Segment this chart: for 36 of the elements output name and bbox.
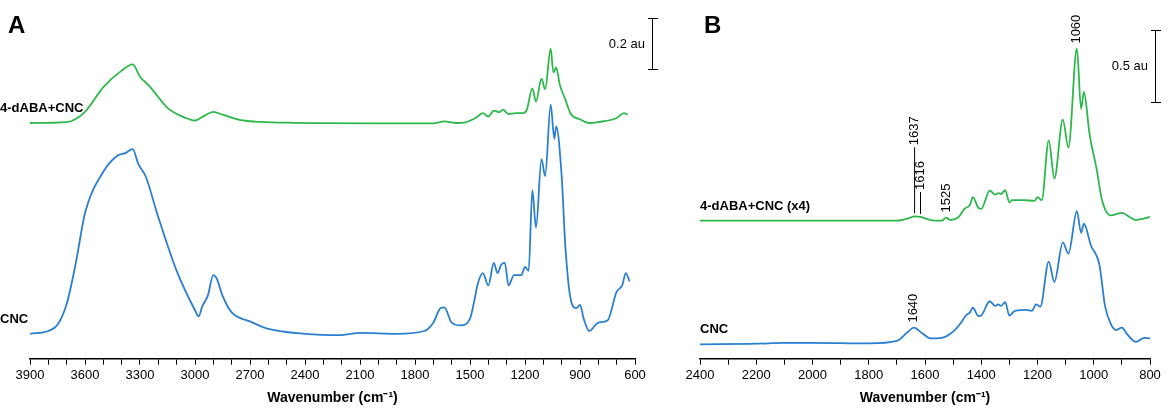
x-tick-label: 2400 [685,366,715,382]
x-tick-label: 3600 [70,366,100,382]
x-tick-label: 3900 [15,366,45,382]
x-tick-label: 2000 [798,366,827,382]
x-axis-title: Wavenumber (cm⁻¹) [267,389,398,406]
series-label: 4-dABA+CNC [0,100,85,116]
x-tick-label: 3300 [125,366,155,382]
series-label: CNC [700,321,729,337]
x-tick-label: 900 [569,366,591,382]
annotation: 1060 [1068,14,1084,44]
annotation: 0.5 au [1111,58,1148,74]
annotation: 1616 [912,161,928,190]
x-tick-label: 600 [624,366,646,382]
x-tick-label: 1200 [1023,366,1052,382]
x-tick-label: 1800 [400,366,430,382]
series-label: CNC [0,310,29,326]
x-tick-label: 1500 [455,366,485,382]
x-tick-label: 1800 [854,366,884,382]
annotation: 0.2 au [608,35,645,51]
x-tick-label: 2400 [290,366,320,382]
x-tick-label: 3000 [180,366,210,382]
x-axis-title: Wavenumber (cm⁻¹) [859,389,991,406]
series-label: 4-dABA+CNC (x4) [700,197,811,213]
chart-title: A [8,10,26,38]
x-tick-label: 2700 [235,366,265,382]
x-tick-label: 1600 [910,366,940,382]
annotation: 1637 [906,116,922,146]
x-tick-label: 1200 [510,366,540,382]
x-tick-label: 800 [1139,366,1161,382]
x-tick-label: 2100 [345,366,375,382]
chart-title: B [704,10,722,38]
x-tick-label: 1000 [1079,366,1109,382]
x-tick-label: 2200 [741,366,771,382]
x-tick-label: 1400 [966,366,996,382]
annotation: 1640 [905,293,921,323]
annotation: 1525 [937,183,953,213]
